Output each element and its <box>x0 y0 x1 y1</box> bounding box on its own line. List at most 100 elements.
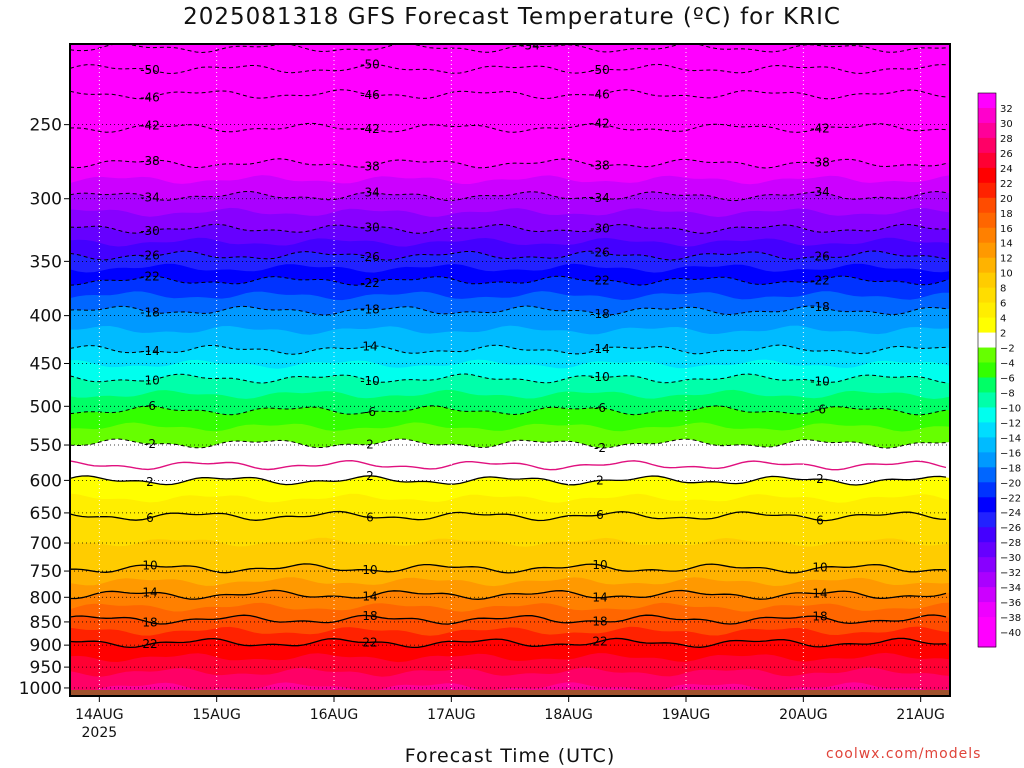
isotherm <box>70 405 947 416</box>
colorbar-label: 32 <box>1000 104 1013 115</box>
colorbar-swatch <box>978 392 996 408</box>
isotherm-label: -30 <box>590 222 610 236</box>
x-tick-label: 16AUG <box>310 707 359 723</box>
x-tick-label: 15AUG <box>192 707 241 723</box>
isotherm-label: 14 <box>142 586 157 600</box>
isotherm-label: -38 <box>810 156 830 170</box>
ground-surface <box>70 689 950 696</box>
y-tick-label: 500 <box>30 397 62 417</box>
colorbar-label: 2 <box>1000 329 1006 340</box>
isotherm-label: -14 <box>140 344 160 358</box>
isotherm-label: 10 <box>592 558 607 572</box>
colorbar-label: −26 <box>1000 523 1021 534</box>
isotherm-label: 14 <box>812 586 827 600</box>
credit-link[interactable]: coolwx.com/models <box>826 746 982 762</box>
isotherm <box>70 89 947 100</box>
y-tick-label: 400 <box>30 307 62 327</box>
colorbar-label: 20 <box>1000 194 1013 205</box>
isotherm <box>70 190 947 202</box>
colorbar-label: 16 <box>1000 224 1013 235</box>
isotherm-label: -42 <box>590 117 610 131</box>
isotherm-label: 22 <box>142 637 157 651</box>
isotherm <box>70 475 947 486</box>
colorbar-swatch <box>978 93 996 109</box>
isotherm-label: 18 <box>812 610 827 624</box>
isotherm-label: -42 <box>810 121 830 135</box>
y-tick-label: 250 <box>30 116 62 136</box>
isotherm <box>70 563 947 574</box>
colorbar-swatch <box>978 287 996 304</box>
isotherm-label: -30 <box>360 221 380 235</box>
isotherm <box>70 63 947 75</box>
isotherm-label: 18 <box>592 614 607 628</box>
isotherm-label: -50 <box>590 63 610 77</box>
x-tick-label: 18AUG <box>544 707 593 723</box>
colorbar-label: −24 <box>1000 508 1021 519</box>
colorbar-swatch <box>978 437 996 453</box>
isotherm-label: -46 <box>140 90 160 104</box>
colorbar-swatch <box>978 107 996 124</box>
isotherm-label: -26 <box>140 249 160 263</box>
y-tick-label: 1000 <box>19 679 62 699</box>
colorbar-swatch <box>978 197 996 214</box>
isotherm-label: -10 <box>810 374 830 388</box>
isotherm <box>70 637 947 649</box>
x-tick-label: 20AUG <box>779 707 828 723</box>
isotherm-label: 22 <box>362 635 377 649</box>
isotherm <box>70 305 947 316</box>
isotherm-label: 14 <box>592 591 607 605</box>
colorbar-label: −14 <box>1000 433 1021 444</box>
isotherm-label: 6 <box>366 511 374 525</box>
isotherm-label: -42 <box>360 122 380 136</box>
colorbar-label: 22 <box>1000 179 1013 190</box>
isotherm-label: -26 <box>590 245 610 259</box>
plot-frame <box>69 43 951 697</box>
x-tick-label: 21AUG <box>896 707 945 723</box>
y-tick-label: 650 <box>30 504 62 524</box>
colorbar-swatch <box>978 137 996 154</box>
isotherm <box>70 250 947 261</box>
colorbar-label: −22 <box>1000 493 1021 504</box>
isotherm <box>70 44 947 54</box>
isotherm-label: -22 <box>810 273 830 287</box>
isotherm-label: 14 <box>362 339 377 353</box>
y-tick-label: 300 <box>30 190 62 210</box>
isotherm <box>70 275 947 286</box>
isotherm-label: 2 <box>366 437 374 451</box>
colorbar-label: 30 <box>1000 119 1013 130</box>
colorbar-swatch <box>978 302 996 319</box>
isotherm-label: -30 <box>140 224 160 238</box>
colorbar-swatch <box>978 497 996 513</box>
colorbar-swatch <box>978 632 996 648</box>
isotherm-label: 10 <box>812 561 827 575</box>
colorbar-label: −38 <box>1000 613 1021 624</box>
isotherm-label: 18 <box>362 609 377 623</box>
y-tick-label: 850 <box>30 613 62 633</box>
colorbar-label: −32 <box>1000 568 1021 579</box>
colorbar-swatch <box>978 272 996 289</box>
colorbar-label: 14 <box>1000 239 1013 250</box>
freezing-level-line <box>70 459 947 471</box>
isotherm-label: 2 <box>146 475 154 489</box>
isotherm-label: -22 <box>590 273 610 287</box>
isotherm-label: -10 <box>590 370 610 384</box>
colorbar-label: 4 <box>1000 314 1006 325</box>
colorbar-label: 28 <box>1000 134 1013 145</box>
x-axis-label: Forecast Time (UTC) <box>404 745 616 767</box>
isotherm-label: -42 <box>140 118 160 132</box>
colorbar-swatch <box>978 152 996 169</box>
isotherm <box>70 614 947 625</box>
colorbar-swatch <box>978 557 996 573</box>
colorbar-label: 8 <box>1000 284 1006 295</box>
isotherm-label: -18 <box>810 300 830 314</box>
isotherm-label: 6 <box>816 513 824 527</box>
x-tick-label: 17AUG <box>427 707 476 723</box>
colorbar-label: 6 <box>1000 299 1006 310</box>
isotherm <box>70 438 947 449</box>
colorbar-label: 12 <box>1000 254 1013 265</box>
isotherm-label: 6 <box>146 511 154 525</box>
isotherm-label: -14 <box>590 342 610 356</box>
isotherm-label: -6 <box>364 405 376 419</box>
y-tick-label: 550 <box>30 436 62 456</box>
